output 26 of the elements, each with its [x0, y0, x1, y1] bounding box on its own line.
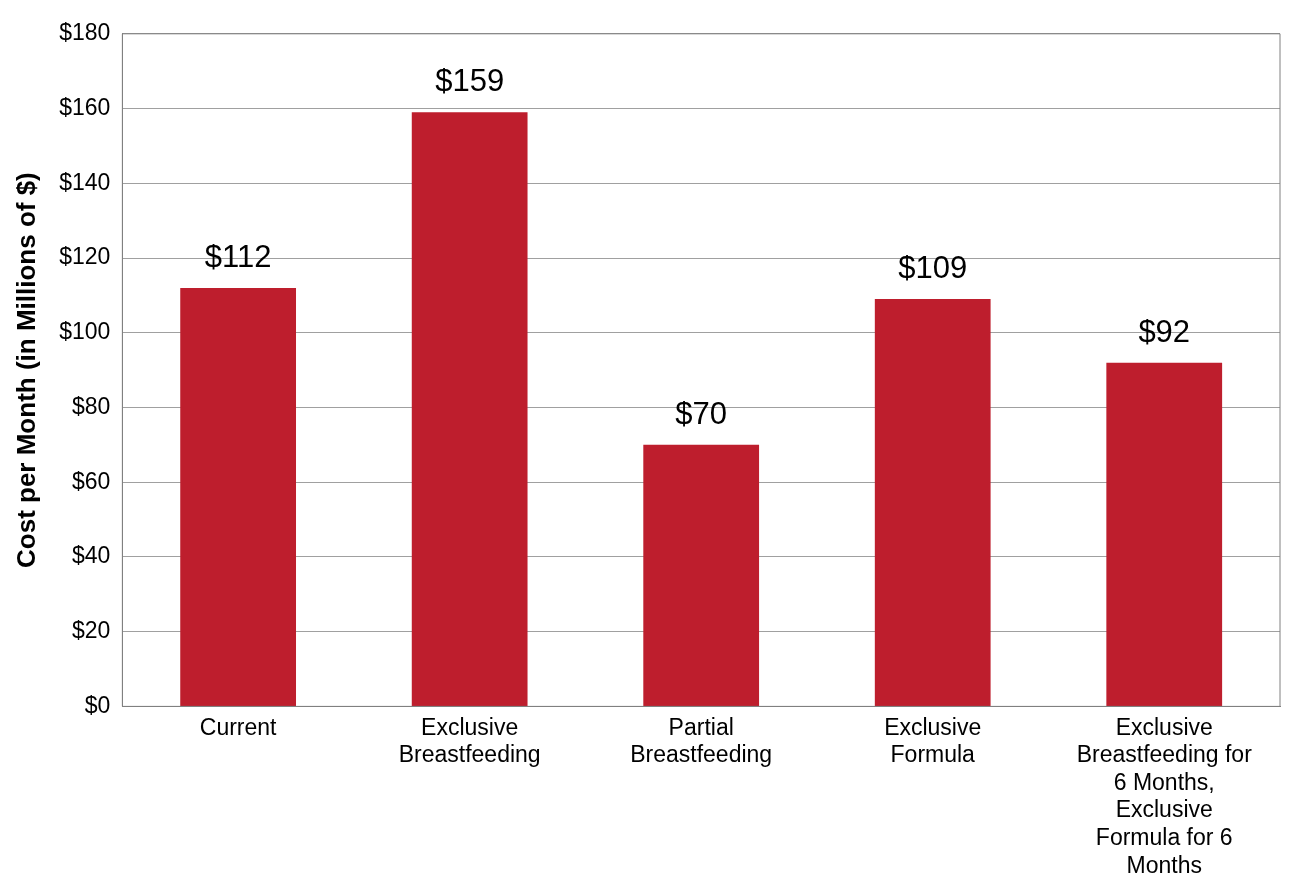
x-tick-label: Exclusive Formula	[884, 713, 982, 768]
y-tick-label: $100	[59, 318, 111, 345]
bar	[1106, 362, 1223, 706]
x-tick-label: Current	[199, 713, 278, 740]
x-tick-label: Exclusive Breastfeeding	[398, 713, 541, 768]
y-tick-label: $60	[71, 467, 111, 494]
bar	[180, 287, 297, 706]
x-tick-label: Exclusive Breastfeeding for 6 Months, Exclusive Formula for 6 Months	[1076, 713, 1253, 878]
data-label: $92	[1138, 313, 1191, 349]
y-tick-label: $180	[59, 19, 111, 46]
bar	[411, 112, 528, 706]
y-tick-label: $80	[71, 392, 111, 419]
data-label: $112	[204, 238, 272, 274]
data-label: $70	[675, 395, 728, 431]
y-tick-label: $20	[71, 617, 111, 644]
bar	[874, 299, 991, 706]
data-label: $159	[435, 63, 505, 99]
x-tick-label: Partial Breastfeeding	[630, 713, 773, 768]
y-tick-label: $120	[59, 243, 111, 270]
bar	[643, 444, 760, 706]
y-tick-label: $160	[59, 93, 111, 120]
y-tick-label: $40	[71, 542, 111, 569]
y-tick-label: $140	[59, 168, 111, 195]
y-axis-title: Cost per Month (in Millions of $)	[10, 172, 41, 568]
data-label: $109	[898, 250, 968, 286]
y-tick-label: $0	[84, 691, 111, 718]
